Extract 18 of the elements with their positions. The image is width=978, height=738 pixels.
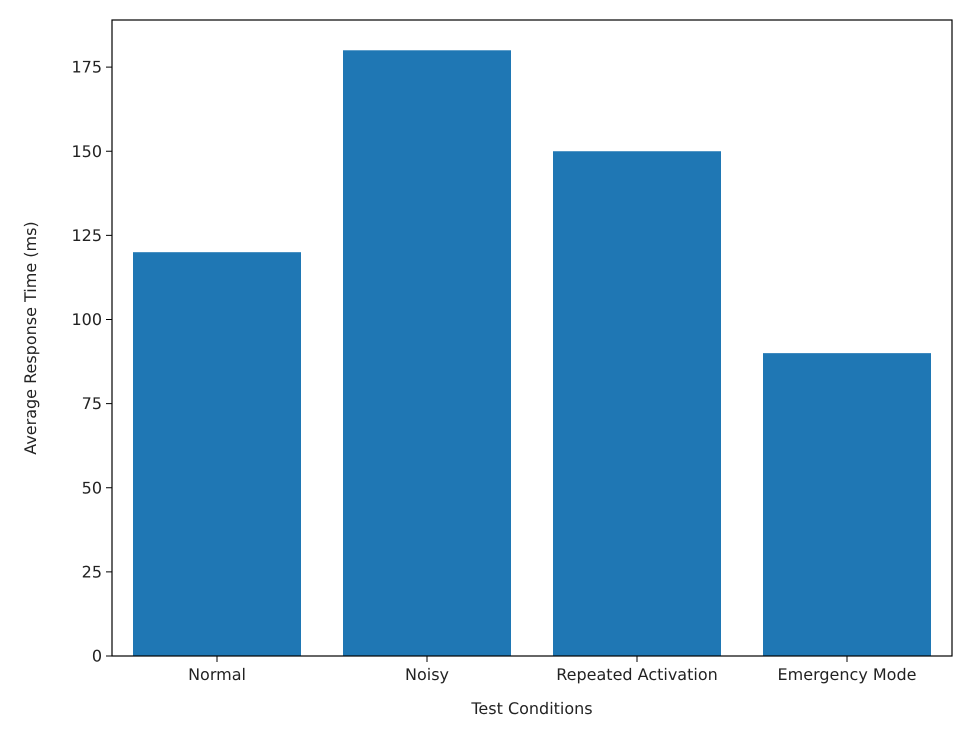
y-tick-label: 75 — [82, 394, 102, 414]
x-axis-title: Test Conditions — [470, 699, 593, 718]
x-tick-label: Normal — [188, 665, 246, 684]
y-axis-title: Average Response Time (ms) — [21, 221, 40, 455]
y-tick-label: 50 — [82, 478, 102, 498]
y-tick-label: 125 — [71, 226, 102, 245]
x-tick-label: Noisy — [404, 665, 450, 684]
bar — [763, 353, 931, 656]
bar — [343, 50, 511, 656]
y-tick-label: 0 — [92, 646, 102, 666]
bar — [553, 151, 721, 656]
bar — [133, 252, 301, 656]
x-tick-label: Repeated Activation — [556, 665, 718, 684]
y-tick-label: 100 — [71, 310, 102, 330]
y-tick-label: 150 — [71, 142, 102, 161]
y-tick-label: 25 — [82, 562, 102, 582]
x-tick-label: Emergency Mode — [778, 665, 916, 684]
y-tick-label: 175 — [71, 58, 102, 77]
